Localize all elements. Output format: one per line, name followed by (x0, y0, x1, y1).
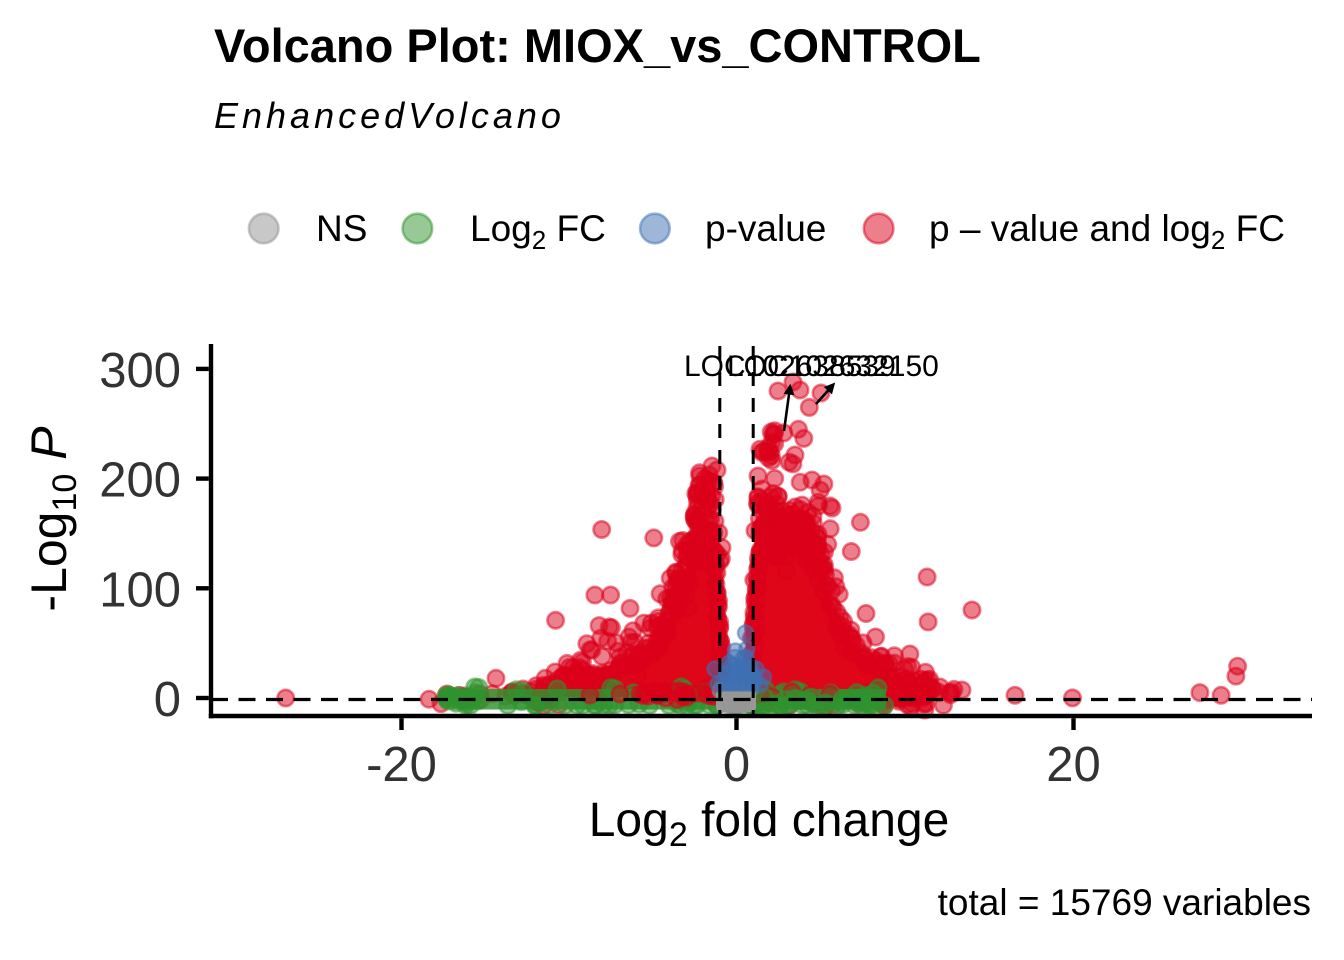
svg-text:0: 0 (154, 673, 181, 727)
svg-text:EnhancedVolcano: EnhancedVolcano (214, 95, 565, 136)
svg-text:NS: NS (316, 208, 367, 249)
svg-text:Volcano Plot: MIOX_vs_CONTROL: Volcano Plot: MIOX_vs_CONTROL (214, 19, 981, 72)
svg-text:-20: -20 (366, 738, 437, 792)
svg-text:total = 15769 variables: total = 15769 variables (938, 882, 1311, 923)
svg-text:100: 100 (99, 563, 181, 617)
svg-text:LOC102638539: LOC102638539 (684, 350, 896, 383)
svg-text:p-value: p-value (705, 208, 826, 249)
svg-text:-Log10 P: -Log10 P (21, 426, 84, 612)
svg-text:LOC102632150: LOC102632150 (727, 350, 939, 383)
svg-text:p – value and log2 FC: p – value and log2 FC (929, 208, 1285, 255)
svg-text:300: 300 (99, 344, 181, 398)
svg-text:200: 200 (99, 454, 181, 508)
svg-text:0: 0 (723, 738, 750, 792)
svg-text:Log2 fold change: Log2 fold change (589, 794, 950, 854)
svg-text:20: 20 (1046, 738, 1101, 792)
